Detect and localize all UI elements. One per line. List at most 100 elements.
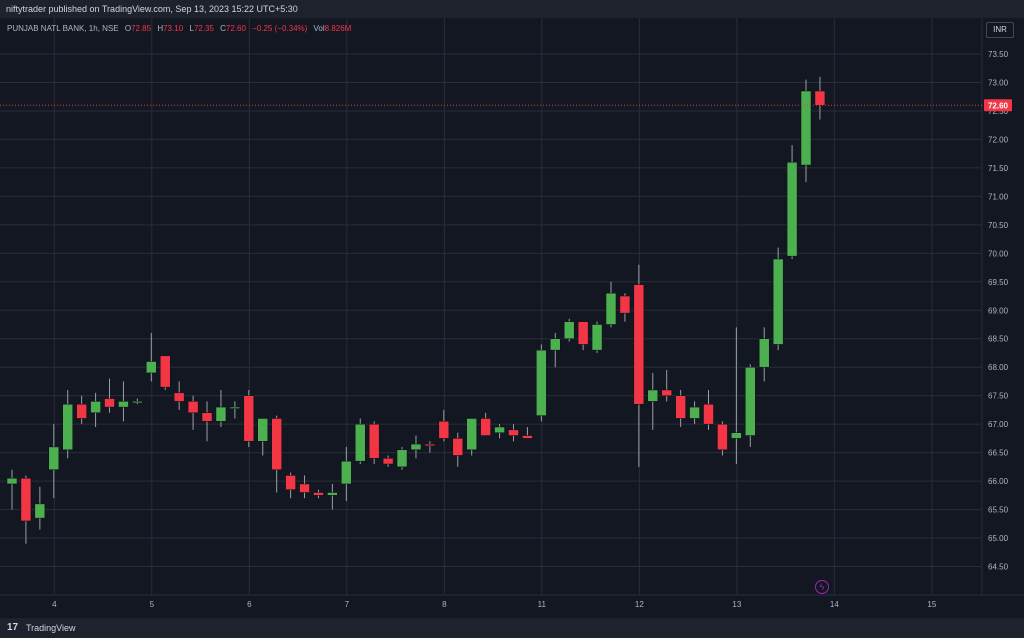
time-tick-label: 15 <box>927 600 936 609</box>
low-label: L <box>189 24 194 33</box>
tradingview-brand[interactable]: TradingView <box>26 623 76 633</box>
high-value: 73.10 <box>163 24 184 33</box>
candle <box>703 389 714 430</box>
candle <box>731 327 742 465</box>
candle-body <box>814 90 826 106</box>
candle-body <box>619 295 631 314</box>
candle-body <box>257 418 268 442</box>
candle <box>48 424 60 499</box>
candle-body <box>689 406 700 419</box>
candle <box>522 427 533 439</box>
low-value: 72.35 <box>193 24 214 33</box>
price-tick-label: 65.50 <box>988 506 1009 515</box>
candle-body <box>494 426 505 433</box>
candle <box>424 441 436 453</box>
currency-button[interactable]: INR <box>986 22 1014 38</box>
close-label: C <box>220 24 226 33</box>
candle-body <box>229 406 241 409</box>
price-tick-label: 64.50 <box>988 563 1009 572</box>
candle <box>410 435 422 459</box>
candle-body <box>772 258 784 345</box>
candle <box>90 392 101 428</box>
candle <box>494 424 505 439</box>
time-tick-label: 11 <box>538 600 547 609</box>
candle <box>396 446 408 470</box>
candle-body <box>550 338 561 351</box>
volume-value: 8.826M <box>324 24 352 33</box>
change-value: −0.25 (−0.34%) <box>252 24 308 33</box>
candle <box>327 483 338 510</box>
candlestick-chart[interactable]: 64.50 65.00 65.50 66.00 66.50 67.00 67.50 68.00… <box>0 18 1024 618</box>
candle-body <box>201 412 213 422</box>
price-tick-label: 73.00 <box>988 78 1009 87</box>
candle-body <box>132 401 143 404</box>
candle-body <box>187 401 199 414</box>
candle-body <box>368 423 380 459</box>
time-tick-label: 6 <box>247 600 252 609</box>
open-value: 72.85 <box>131 24 152 33</box>
candle <box>132 398 143 405</box>
candle <box>745 364 756 447</box>
symbol-name: PUNJAB NATL BANK, 1h, NSE <box>7 24 119 33</box>
candle <box>563 318 575 342</box>
candle <box>758 327 770 382</box>
time-tick-label: 5 <box>150 600 155 609</box>
candle <box>104 378 115 413</box>
candle-body <box>536 349 547 416</box>
candle-body <box>20 478 32 522</box>
candle-body <box>90 401 101 414</box>
candle-body <box>800 90 812 166</box>
candle-body <box>146 361 157 374</box>
candle-body <box>731 432 742 439</box>
candle <box>438 409 450 442</box>
candle <box>633 264 645 467</box>
candle <box>605 281 617 328</box>
price-tick-label: 70.00 <box>988 249 1009 258</box>
candle-body <box>591 324 603 351</box>
published-info: niftytrader published on TradingView.com… <box>6 4 298 14</box>
last-price-tag <box>984 99 1012 112</box>
price-tick-label: 68.50 <box>988 335 1009 344</box>
price-tick-label: 65.00 <box>988 534 1009 543</box>
candles <box>6 76 826 544</box>
candle-body <box>173 392 185 402</box>
candle <box>173 381 185 410</box>
candle-body <box>647 389 659 402</box>
candle-body <box>285 475 296 490</box>
candle <box>786 145 798 260</box>
candle <box>619 293 631 322</box>
candle-body <box>6 478 18 485</box>
close-value: 72.60 <box>225 24 246 33</box>
footer-bar: 17 TradingView <box>0 618 1024 638</box>
time-axis[interactable]: 4 5 6 7 8 11 12 13 14 15 <box>52 600 937 609</box>
candle <box>313 489 324 499</box>
price-axis[interactable]: 64.50 65.00 65.50 66.00 66.50 67.00 67.50 68.00… <box>988 50 1009 572</box>
price-tick-label: 66.00 <box>988 477 1009 486</box>
last-price-marker: 72.60 <box>0 99 1012 112</box>
candle-body <box>577 321 589 345</box>
candle <box>20 475 32 544</box>
candle-body <box>452 438 464 456</box>
candle-body <box>466 418 477 451</box>
time-tick-label: 4 <box>52 600 57 609</box>
candle <box>536 344 547 422</box>
candle <box>800 79 812 183</box>
flash-icon[interactable]: ϟ <box>815 580 829 594</box>
candle-body <box>661 389 672 396</box>
price-tick-label: 73.50 <box>988 50 1009 59</box>
tradingview-logo-icon[interactable]: 17 <box>7 622 19 633</box>
candle-body <box>396 449 408 468</box>
symbol-legend: PUNJAB NATL BANK, 1h, NSE O72.85 H73.10 … <box>7 24 355 33</box>
candle <box>717 421 728 456</box>
candle-body <box>327 492 338 496</box>
candle <box>341 446 352 502</box>
chart-pane[interactable] <box>0 18 1024 618</box>
published-bar: niftytrader published on TradingView.com… <box>0 0 1024 18</box>
candle <box>285 472 296 499</box>
candle-body <box>410 443 422 451</box>
candle-body <box>243 395 255 442</box>
price-tick-label: 68.00 <box>988 363 1009 372</box>
candle-body <box>522 435 533 439</box>
last-price-label: 72.60 <box>988 101 1009 110</box>
candle-body <box>717 423 728 451</box>
